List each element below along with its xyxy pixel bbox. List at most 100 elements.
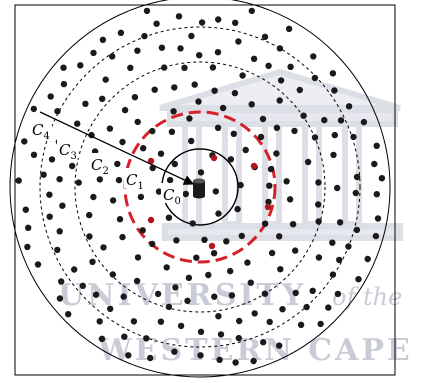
sensor-node [65, 311, 72, 318]
sensor-node [109, 53, 116, 60]
sensor-node [345, 103, 353, 110]
sensor-node [217, 331, 225, 338]
sensor-node [331, 87, 338, 94]
sensor-node [90, 49, 97, 57]
sensor-node [171, 348, 178, 355]
sensor-node [239, 72, 246, 79]
sensor-node [371, 160, 378, 168]
sensor-node [125, 352, 132, 359]
sensor-node [46, 213, 53, 220]
sensor-node [99, 36, 107, 43]
label-c3: C3 [57, 138, 79, 162]
sensor-node [168, 128, 176, 135]
sensor-node [56, 176, 63, 183]
radius-arrow [39, 111, 195, 185]
sensor-node [102, 76, 109, 83]
sensor-node [276, 233, 283, 240]
sensor-node [79, 282, 87, 289]
sensor-node [197, 328, 205, 335]
sensor-node [109, 271, 117, 278]
sensor-node [182, 190, 189, 198]
sensor-node [117, 29, 125, 36]
sensor-node [185, 274, 193, 281]
sensor-node [261, 33, 269, 40]
sensor-node [268, 249, 276, 257]
sensor-node [75, 179, 82, 186]
sensor-node [227, 267, 234, 275]
sensor-node [130, 318, 138, 325]
sensor-node [69, 162, 76, 170]
sensor-node [310, 53, 317, 60]
sensor-node [120, 293, 127, 300]
ring-c2 [74, 61, 326, 313]
watermark-building [159, 68, 403, 241]
sensor-node [119, 233, 126, 241]
sensor-node [212, 188, 219, 195]
sensor-node [244, 259, 251, 266]
sensor-node [227, 156, 235, 163]
sensor-node [134, 47, 141, 54]
sensor-node [115, 176, 123, 184]
sensor-node [315, 254, 323, 261]
sensor-node [325, 304, 332, 311]
sensor-node [98, 335, 106, 342]
sensor-node [250, 357, 257, 365]
sensor-node [248, 7, 255, 15]
sensor-node [237, 181, 244, 189]
sensor-node [259, 115, 267, 123]
sensor-node [181, 64, 188, 72]
sensor-node [315, 201, 322, 208]
sensor-node [140, 145, 147, 152]
sensor-node [273, 150, 280, 157]
sensor-node [92, 291, 100, 298]
sensor-node [109, 197, 117, 204]
sensor-node [147, 354, 154, 362]
svg-text:C3: C3 [59, 141, 77, 162]
sensor-node [172, 284, 179, 291]
sensor-node [195, 98, 202, 105]
sensor-node [334, 184, 341, 192]
sensor-node [177, 45, 184, 52]
sensor-node [131, 94, 139, 101]
sensor-node [216, 356, 223, 363]
sensor-node [184, 297, 191, 304]
sensor-node [193, 254, 200, 261]
sensor-node [279, 306, 286, 313]
sensor-node [188, 137, 195, 145]
sensor-node [329, 70, 337, 77]
label-c2: C2 [89, 153, 111, 177]
svg-text:C0: C0 [163, 186, 181, 207]
sensor-node [48, 156, 56, 163]
sensor-node [248, 101, 255, 108]
sensor-node [251, 310, 258, 317]
sensor-node [86, 233, 93, 240]
sensor-node [261, 220, 269, 227]
sensor-node [54, 108, 61, 115]
sensor-node [374, 215, 382, 222]
sensor-node [267, 165, 275, 173]
sensor-node [211, 87, 218, 94]
sensor-node [261, 290, 269, 297]
sensor-node [265, 62, 272, 69]
sensor-node [163, 264, 170, 271]
sensor-node [30, 105, 37, 113]
sensor-node [134, 118, 141, 126]
sensor-node [265, 198, 272, 206]
ring-c3 [39, 26, 361, 348]
sensor-node [106, 125, 114, 132]
sensor-node [157, 150, 165, 157]
sensor-node [22, 206, 29, 213]
sensor-node [277, 77, 285, 84]
sensor-node [336, 256, 343, 264]
sensor-node [235, 38, 242, 45]
sensor-node [46, 191, 53, 198]
sensor-node [350, 133, 357, 141]
sensor-node [315, 179, 322, 186]
sensor-node [276, 45, 284, 52]
sensor-node [330, 151, 337, 159]
sensor-node [209, 64, 217, 71]
sensor-node [175, 13, 183, 20]
sensor-node [373, 191, 380, 198]
sensor-node [304, 158, 312, 166]
